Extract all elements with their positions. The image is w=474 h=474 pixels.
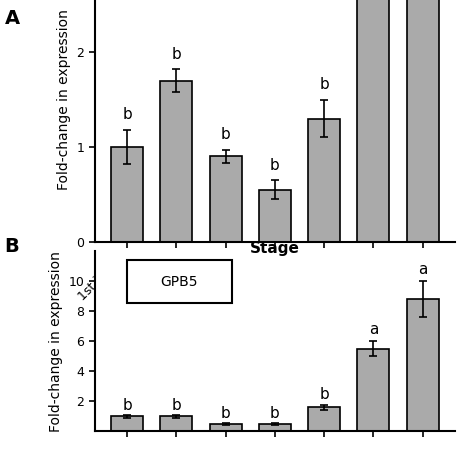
Text: b: b: [122, 107, 132, 122]
Text: B: B: [5, 237, 19, 256]
Bar: [357, 349, 390, 431]
Text: Stage: Stage: [250, 241, 300, 256]
Text: A: A: [5, 9, 20, 28]
Bar: [160, 81, 192, 242]
Text: GPB5: GPB5: [161, 275, 198, 289]
Text: b: b: [172, 398, 181, 413]
Text: b: b: [270, 406, 280, 421]
Text: b: b: [172, 46, 181, 62]
Y-axis label: Fold-change in expression: Fold-change in expression: [57, 9, 71, 190]
Bar: [259, 190, 291, 242]
Text: b: b: [221, 406, 230, 421]
Bar: [308, 407, 340, 431]
Bar: [111, 416, 143, 431]
Text: b: b: [319, 77, 329, 92]
Text: b: b: [319, 387, 329, 402]
Text: b: b: [221, 127, 230, 142]
FancyBboxPatch shape: [127, 260, 232, 303]
Bar: [407, 0, 438, 242]
Text: b: b: [270, 157, 280, 173]
Text: b: b: [122, 398, 132, 412]
Y-axis label: Fold-change in expression: Fold-change in expression: [49, 251, 63, 432]
Text: a: a: [418, 262, 428, 277]
Bar: [210, 424, 242, 431]
Bar: [407, 299, 438, 431]
Bar: [160, 416, 192, 431]
Text: a: a: [369, 322, 378, 337]
Bar: [308, 118, 340, 242]
Bar: [210, 156, 242, 242]
Bar: [357, 0, 390, 242]
Bar: [259, 424, 291, 431]
Bar: [111, 147, 143, 242]
